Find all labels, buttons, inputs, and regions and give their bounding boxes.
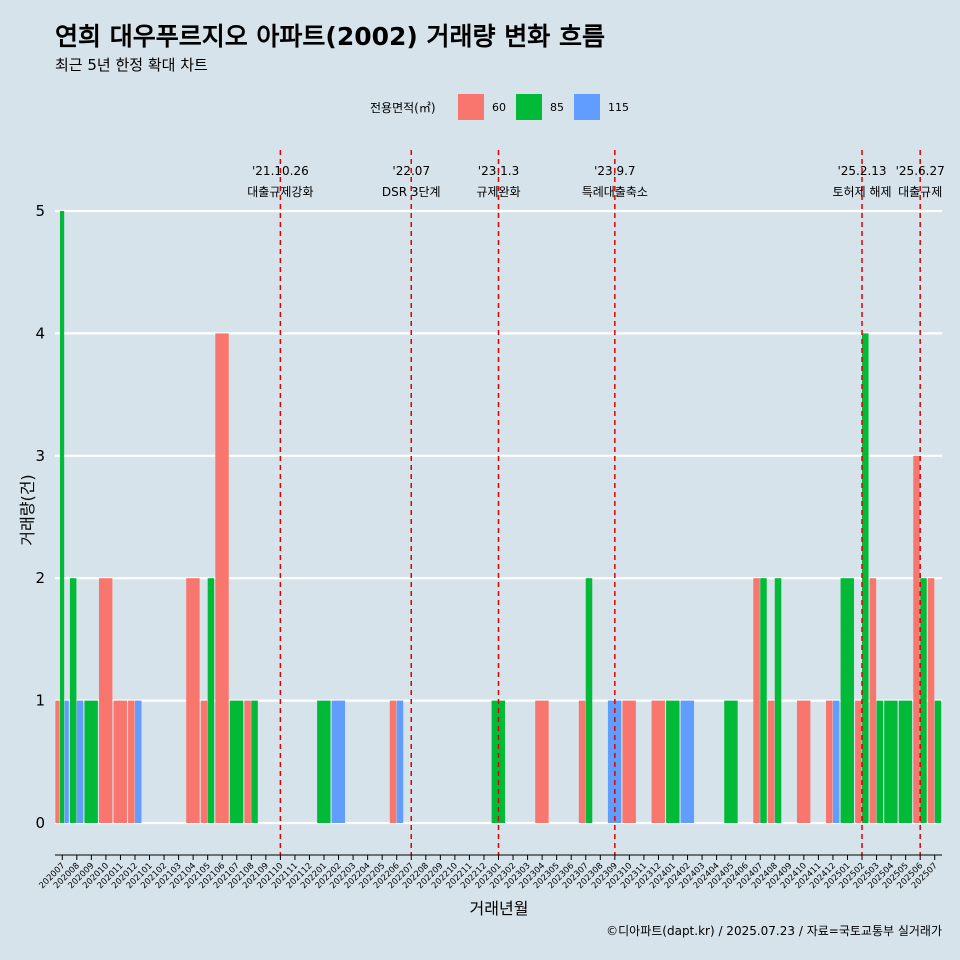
event-markers: '21.10.26 대출규제강화 '22.07 DSR 3단계 '23.1.3 규제완화 '… (247, 150, 945, 855)
bar-85-202201 (317, 700, 331, 823)
bar-85-202407 (760, 578, 767, 823)
bar-60-202312 (651, 700, 665, 823)
bar-85-202008 (69, 578, 77, 823)
bar-60-202408 (767, 700, 775, 823)
y-tick-label: 3 (35, 447, 45, 465)
bar-60-202407 (753, 578, 760, 823)
x-axis-ticks: 2020072020082020092020102020112020122021… (37, 854, 942, 891)
bar-85-202105 (207, 578, 215, 823)
bar-60-202105 (200, 700, 208, 823)
bar-60-202410 (796, 700, 811, 823)
bar-60-202010 (98, 578, 113, 823)
bar-60-202104 (186, 578, 200, 823)
bar-60-202412 (826, 700, 833, 823)
legend-label-115: 115 (608, 101, 629, 114)
bar-85-202007 (59, 211, 65, 823)
bar-115-202012 (134, 700, 142, 823)
bar-85-202506 (920, 578, 927, 823)
bar-60-202310 (622, 700, 636, 823)
y-tick-label: 2 (35, 569, 45, 587)
event-label: 특례대출축소 (582, 185, 648, 199)
bar-115-202008 (76, 700, 84, 823)
legend-swatch-115 (574, 94, 600, 120)
bar-115-202206 (396, 700, 404, 823)
bar-115-202202 (331, 700, 346, 823)
bar-115-202007 (64, 700, 69, 823)
bar-85-202107 (229, 700, 244, 823)
bar-85-202009 (84, 700, 98, 823)
bar-85-202507 (934, 700, 942, 823)
bars (55, 211, 942, 823)
bar-60-202307 (578, 700, 586, 823)
bar-85-202505 (898, 700, 913, 823)
legend: 전용면적(㎡) 60 85 115 (370, 94, 629, 120)
bar-60-202506 (913, 455, 920, 823)
event-date: '23.1.3 (478, 164, 519, 178)
bar-60-202206 (389, 700, 397, 823)
event-label: 토허제 해제 (833, 185, 892, 199)
legend-swatch-60 (458, 94, 484, 120)
event-label: 규제완화 (476, 185, 520, 199)
x-axis-title: 거래년월 (470, 899, 529, 918)
bar-60-202304 (535, 700, 549, 823)
bar-115-202412 (832, 700, 840, 823)
event-date: '23.9.7 (594, 164, 635, 178)
chart-title: 연희 대우푸르지오 아파트(2002) 거래량 변화 흐름 (55, 22, 605, 51)
bar-60-202507 (927, 578, 935, 823)
bar-85-202504 (884, 700, 898, 823)
bar-85-202405 (724, 700, 738, 823)
bar-60-202011 (113, 700, 127, 823)
event-label: DSR 3단계 (382, 185, 441, 199)
bar-85-202401 (666, 700, 680, 823)
bar-85-202108 (251, 700, 258, 823)
y-axis-title: 거래량(건) (18, 474, 37, 545)
bar-60-202502 (855, 700, 862, 823)
bar-85-202408 (774, 578, 782, 823)
event-date: '25.2.13 (837, 164, 886, 178)
bar-115-202309 (607, 700, 622, 823)
event-date: '25.6.27 (896, 164, 945, 178)
event-date: '22.07 (392, 164, 430, 178)
bar-60-202007 (55, 700, 60, 823)
caption: ©디아파트(dapt.kr) / 2025.07.23 / 자료=국토교통부 실… (606, 924, 942, 938)
y-tick-label: 0 (35, 814, 45, 832)
bar-60-202012 (128, 700, 135, 823)
bar-85-202307 (585, 578, 593, 823)
bar-85-202301 (491, 700, 506, 823)
legend-label-60: 60 (492, 101, 506, 114)
bar-115-202402 (680, 700, 695, 823)
legend-label-85: 85 (550, 101, 564, 114)
legend-title: 전용면적(㎡) (370, 101, 436, 115)
y-tick-label: 5 (35, 202, 45, 220)
bar-85-202502 (862, 333, 869, 823)
event-label: 대출규제강화 (247, 185, 313, 199)
event-label: 대출규제 (898, 185, 942, 199)
bar-60-202106 (215, 333, 229, 823)
legend-swatch-85 (516, 94, 542, 120)
y-tick-label: 1 (35, 692, 45, 710)
chart-subtitle: 최근 5년 한정 확대 차트 (55, 56, 208, 74)
bar-60-202108 (244, 700, 251, 823)
bar-85-202501 (840, 578, 854, 823)
bar-60-202503 (869, 578, 877, 823)
bar-85-202503 (876, 700, 884, 823)
y-axis-ticks: 0 1 2 3 4 5 (35, 202, 45, 832)
y-tick-label: 4 (35, 324, 45, 342)
event-date: '21.10.26 (252, 164, 309, 178)
